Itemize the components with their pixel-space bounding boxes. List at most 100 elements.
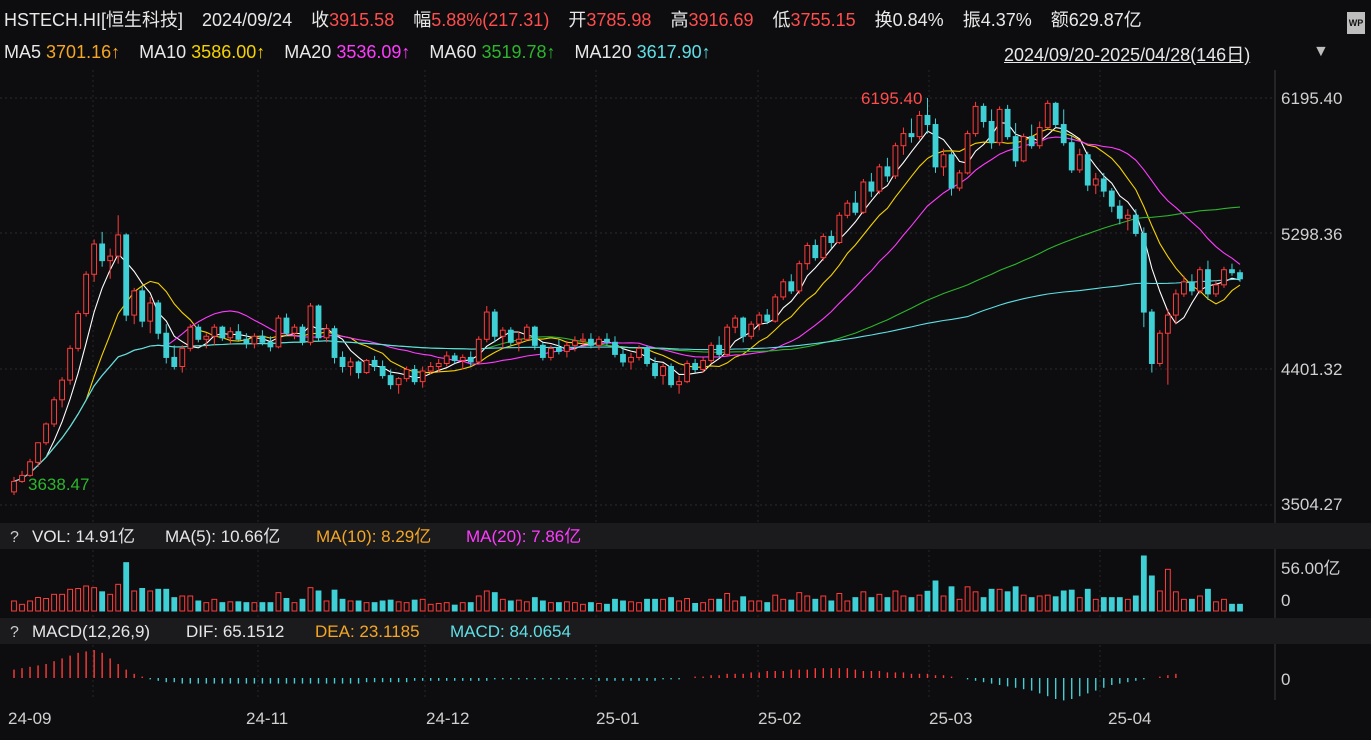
candle-body <box>660 366 666 377</box>
volume-bar <box>772 594 779 612</box>
volume-bar <box>411 599 418 612</box>
x-tick-6: 25-03 <box>929 709 972 728</box>
volume-bar <box>219 602 226 612</box>
candle-body <box>91 243 98 275</box>
volume-bar <box>275 592 282 612</box>
candle-body <box>692 362 699 371</box>
close-label: 收 <box>311 10 330 30</box>
volume-bar <box>1213 601 1219 612</box>
volume-bar <box>972 591 979 612</box>
volume-bar <box>427 603 434 612</box>
chevron-down-icon[interactable]: ▼ <box>1313 43 1329 60</box>
volume-bar <box>331 589 338 612</box>
candle-body <box>684 362 691 383</box>
candle-body <box>588 338 594 346</box>
volume-bar <box>267 602 274 612</box>
vol-tick-max: 56.00亿 <box>1281 559 1341 578</box>
candle-body <box>1156 332 1163 364</box>
volume-bar <box>636 602 642 612</box>
volume-bar <box>604 603 610 612</box>
volume-bar <box>203 602 210 612</box>
y-tick-max: 6195.40 <box>1281 89 1342 108</box>
candle-body <box>676 381 682 386</box>
candle-body <box>27 461 33 476</box>
volume-bar <box>1100 597 1107 612</box>
candle-body <box>107 255 114 262</box>
volume-bar <box>692 603 699 612</box>
date-range-selector[interactable]: 2024/09/20-2025/04/28(146日) <box>1004 45 1251 65</box>
candle-body <box>419 370 426 383</box>
ma60-label: MA60 <box>429 42 477 62</box>
volume-bar <box>67 588 74 612</box>
y-tick-3: 4401.32 <box>1281 360 1342 379</box>
volume-bar <box>27 600 33 612</box>
symbol-label[interactable]: HSTECH.HI[恒生科技] <box>4 10 184 30</box>
candle-body <box>379 366 386 377</box>
x-tick-2: 24-11 <box>246 709 288 728</box>
candle-body <box>924 114 931 126</box>
candle-body <box>748 323 755 337</box>
candle-body <box>563 344 570 352</box>
volume-bar <box>964 586 971 612</box>
ma120-label: MA120 <box>574 42 632 62</box>
macd-dea-label: DEA: 23.1185 <box>315 622 420 641</box>
date-label: 2024/09/24 <box>202 10 293 30</box>
volume-bar <box>612 598 618 612</box>
candle-body <box>1180 281 1187 295</box>
candle-body <box>604 338 610 343</box>
volume-bar <box>588 602 594 612</box>
volume-bar <box>547 602 554 612</box>
change-label: 幅 <box>413 10 432 30</box>
candle-body <box>467 356 474 363</box>
candle-body <box>620 353 626 363</box>
volume-bar <box>652 598 658 612</box>
ma120-line <box>13 278 1241 482</box>
candle-body <box>828 235 835 243</box>
volume-bar <box>908 597 915 612</box>
volume-bar <box>1028 597 1035 612</box>
candle-body <box>836 214 843 243</box>
volume-bar <box>1197 595 1203 612</box>
volume-bar <box>107 593 114 612</box>
volume-bar <box>1180 598 1187 612</box>
volume-bar <box>59 593 65 612</box>
volume-bar <box>435 603 442 612</box>
candle-body <box>1076 154 1083 171</box>
candle-body <box>708 344 715 361</box>
volume-bar <box>796 592 803 612</box>
candle-body <box>1092 178 1099 186</box>
vol-help-icon[interactable]: ? <box>10 529 19 546</box>
candle-body <box>740 317 747 337</box>
candle-body <box>980 105 987 123</box>
candles <box>11 97 1243 496</box>
candle-body <box>884 166 891 177</box>
candle-body <box>75 313 82 349</box>
volume-bar <box>451 604 458 612</box>
ma20-label: MA20 <box>284 42 332 62</box>
candle-body <box>700 359 707 371</box>
candle-body <box>179 347 186 368</box>
wp-logo-icon[interactable]: WP <box>1347 12 1365 34</box>
volume-bar <box>283 598 290 612</box>
candle-body <box>427 366 434 372</box>
amount-value: 629.87亿 <box>1068 10 1142 30</box>
candle-body <box>1020 136 1027 162</box>
volume-bar <box>1156 590 1163 612</box>
volume-bar <box>628 601 634 612</box>
volume-bar <box>572 602 578 612</box>
candle-body <box>636 347 642 358</box>
candle-body <box>339 356 346 368</box>
candle-body <box>219 326 226 339</box>
candle-body <box>235 331 242 340</box>
vol-ma20-label: MA(20): 7.86亿 <box>466 527 581 546</box>
candle-body <box>131 290 138 316</box>
volume-bar <box>299 598 306 612</box>
macd-help-icon[interactable]: ? <box>10 624 19 641</box>
volume-bar <box>1036 595 1043 612</box>
volume-bar <box>1052 596 1059 612</box>
candle-body <box>403 369 410 380</box>
volume-bar <box>43 598 49 612</box>
candle-body <box>796 263 803 292</box>
candle-body <box>115 234 122 257</box>
